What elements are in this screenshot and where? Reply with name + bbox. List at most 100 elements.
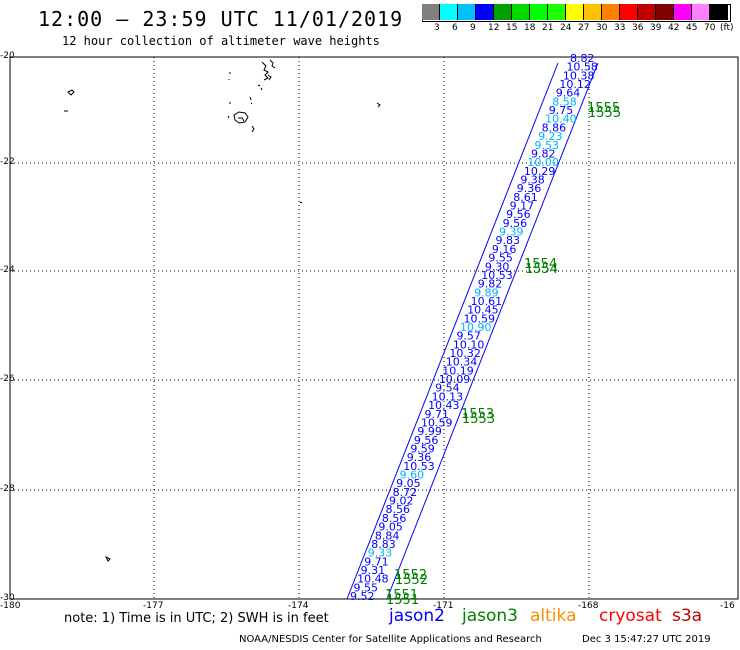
track-value-label: 9.55 bbox=[354, 581, 379, 594]
track-value-label: 9.56 bbox=[414, 434, 439, 447]
legend-label: 39 bbox=[650, 23, 662, 33]
track-value-label: 9.38 bbox=[520, 173, 545, 186]
track-value-label: 9.05 bbox=[396, 477, 421, 490]
units-note: note: 1) Time is in UTC; 2) SWH is in fe… bbox=[64, 611, 329, 626]
legend-swatch bbox=[566, 4, 584, 20]
legend-label: 21 bbox=[542, 23, 554, 33]
track-value-label: 10.48 bbox=[357, 573, 389, 586]
pass-number-label: 1554 bbox=[525, 262, 558, 277]
legend-swatch bbox=[584, 4, 602, 20]
track-value-label: 9.36 bbox=[517, 182, 542, 195]
track-value-label: 10.59 bbox=[464, 312, 496, 325]
satellite-s3a: s3a bbox=[672, 606, 703, 626]
legend-swatch bbox=[620, 4, 638, 20]
legend-label: 70 bbox=[704, 23, 716, 33]
pass-number-label: 1552 bbox=[395, 573, 428, 588]
track-value-label: 9.23 bbox=[538, 130, 563, 143]
track-value-label: 9.71 bbox=[364, 555, 389, 568]
track-value-label: 9.52 bbox=[350, 590, 375, 603]
track-value-label: 10.29 bbox=[524, 165, 556, 178]
pass-number-label: 1555 bbox=[588, 106, 621, 121]
track-value-label: 9.36 bbox=[407, 451, 432, 464]
legend-swatch bbox=[494, 4, 512, 20]
lon-tick-label: -180 bbox=[0, 601, 21, 611]
track-value-label: 10.90 bbox=[460, 321, 492, 334]
track-value-label: 8.56 bbox=[382, 512, 407, 525]
track-value-label: 9.54 bbox=[435, 382, 460, 395]
legend-label: 45 bbox=[686, 23, 698, 33]
page-subtitle: 12 hour collection of altimeter wave hei… bbox=[62, 34, 380, 48]
track-value-label: 9.53 bbox=[535, 139, 560, 152]
lat-tick-label: -28 bbox=[0, 484, 15, 494]
lon-tick-label: -174 bbox=[288, 601, 309, 611]
legend-swatch bbox=[692, 4, 710, 20]
legend-swatch bbox=[440, 4, 458, 20]
pass-number-label: 1555 bbox=[587, 101, 620, 116]
track-value-label: 10.58 bbox=[566, 61, 598, 74]
satellite-altika: altika bbox=[530, 606, 577, 626]
legend-swatch bbox=[512, 4, 530, 20]
track-value-label: 9.59 bbox=[410, 442, 435, 455]
legend-swatch bbox=[674, 4, 692, 20]
pass-number-label: 1551 bbox=[385, 588, 418, 603]
track-value-label: 8.58 bbox=[552, 95, 577, 108]
track-value-label: 10.53 bbox=[481, 269, 512, 282]
track-value-label: 9.56 bbox=[503, 217, 528, 230]
track-value-label: 9.16 bbox=[492, 243, 517, 256]
track-value-label: 10.59 bbox=[421, 416, 453, 429]
track-value-label: 9.30 bbox=[485, 260, 510, 273]
track-value-label: 9.82 bbox=[478, 278, 503, 291]
page-title: 12:00 — 23:59 UTC 11/01/2019 bbox=[38, 7, 404, 31]
track-value-label: 8.82 bbox=[570, 52, 595, 65]
legend-swatch bbox=[548, 4, 566, 20]
track-value-label: 9.55 bbox=[488, 252, 513, 265]
pass-number-label: 1554 bbox=[524, 257, 557, 272]
satellite-jason2: jason2 bbox=[389, 606, 445, 626]
legend-label: 3 bbox=[434, 23, 440, 33]
track-edge-right bbox=[386, 62, 599, 600]
legend-swatch bbox=[710, 4, 728, 20]
track-value-label: 9.89 bbox=[474, 286, 499, 299]
track-value-label: 10.40 bbox=[545, 113, 577, 126]
track-value-label: 8.83 bbox=[371, 538, 396, 551]
track-value-label: 10.45 bbox=[467, 304, 499, 317]
lon-tick-label: -177 bbox=[143, 601, 164, 611]
lat-tick-label: -22 bbox=[0, 157, 15, 167]
track-value-label: 10.38 bbox=[563, 69, 595, 82]
legend-swatch bbox=[638, 4, 656, 20]
legend-label: 12 bbox=[488, 23, 500, 33]
track-value-label: 10.10 bbox=[453, 338, 485, 351]
track-value-label: 10.43 bbox=[428, 399, 460, 412]
lon-tick-label: -171 bbox=[433, 601, 454, 611]
legend-label: 27 bbox=[578, 23, 590, 33]
track-value-label: 9.57 bbox=[456, 330, 481, 343]
pass-number-label: 1553 bbox=[461, 407, 494, 422]
track-value-label: 9.83 bbox=[495, 234, 520, 247]
track-value-label: 10.13 bbox=[432, 390, 464, 403]
pass-number-label: 1553 bbox=[462, 412, 495, 427]
track-value-label: 9.33 bbox=[368, 547, 393, 560]
legend-swatch bbox=[656, 4, 674, 20]
legend-swatch bbox=[476, 4, 494, 20]
track-value-label: 8.84 bbox=[375, 529, 400, 542]
track-value-label: 9.02 bbox=[389, 495, 414, 508]
credit-line: NOAA/NESDIS Center for Satellite Applica… bbox=[239, 634, 542, 645]
lon-tick-label: -168 bbox=[578, 601, 599, 611]
lon-tick-label: -16 bbox=[720, 601, 735, 611]
track-value-label: 10.00 bbox=[527, 156, 559, 169]
pass-number-label: 1552 bbox=[394, 568, 427, 583]
track-value-label: 9.31 bbox=[361, 564, 386, 577]
track-value-label: 10.12 bbox=[559, 78, 591, 91]
track-value-label: 9.75 bbox=[549, 104, 574, 117]
track-labels: 8.8210.5810.3810.129.648.589.7510.408.86… bbox=[350, 52, 598, 603]
track-value-label: 8.56 bbox=[385, 503, 410, 516]
track-value-label: 10.61 bbox=[471, 295, 503, 308]
legend-label: 6 bbox=[452, 23, 458, 33]
track-value-label: 10.32 bbox=[449, 347, 481, 360]
legend-label: 9 bbox=[470, 23, 476, 33]
legend-swatch bbox=[422, 4, 440, 20]
track-value-label: 9.17 bbox=[510, 200, 535, 213]
track-value-label: 8.72 bbox=[393, 486, 418, 499]
track-value-label: 9.64 bbox=[556, 87, 581, 100]
